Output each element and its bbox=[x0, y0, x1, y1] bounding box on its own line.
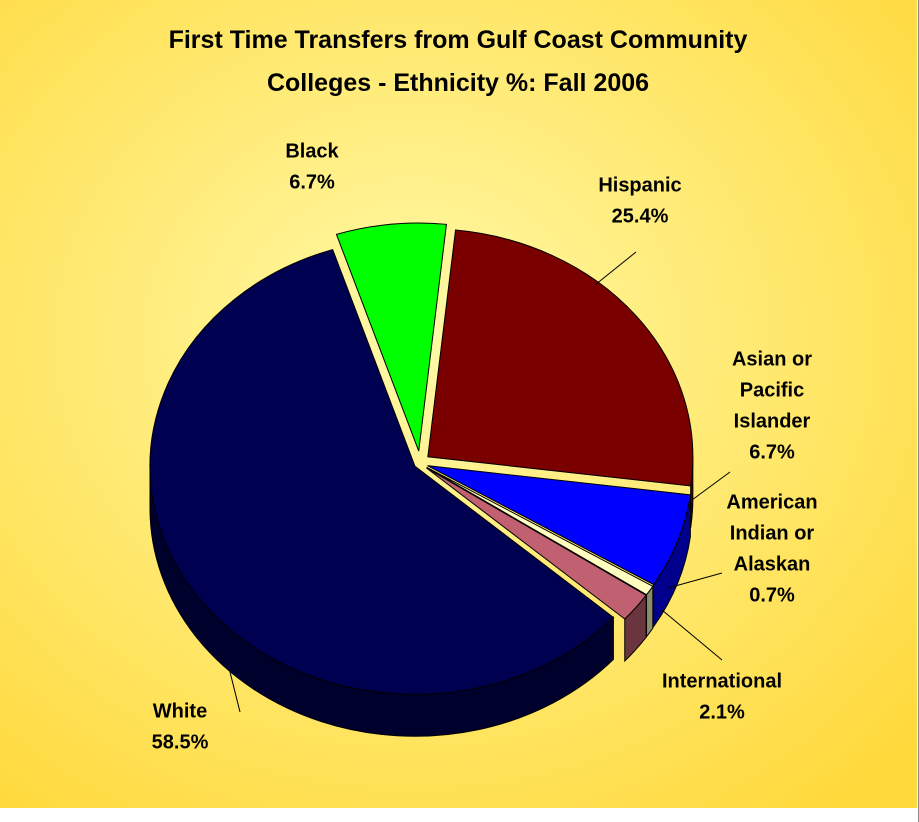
leader-line-0 bbox=[594, 251, 637, 286]
slice-label-line: 2.1% bbox=[699, 702, 745, 724]
leader-line-1 bbox=[691, 471, 731, 501]
slice-label-line: 25.4% bbox=[612, 206, 669, 228]
slice-label-3: International 2.1% bbox=[662, 671, 782, 724]
slice-5 bbox=[335, 222, 447, 452]
slice-label-line: Asian or bbox=[732, 349, 812, 371]
slice-label-line: Indian or bbox=[730, 523, 815, 545]
chart-title-line-1: First Time Transfers from Gulf Coast Com… bbox=[169, 26, 748, 54]
leader-line-2 bbox=[667, 572, 723, 589]
slice-label-line: Pacific bbox=[740, 380, 804, 402]
slice-label-line: Hispanic bbox=[598, 175, 681, 197]
leader-line-4 bbox=[229, 671, 241, 713]
slice-label-line: Black bbox=[285, 141, 339, 163]
slice-label-line: Alaskan bbox=[734, 554, 811, 576]
slice-4 bbox=[149, 248, 615, 695]
slice-label-line: Islander bbox=[734, 411, 811, 433]
slice-label-2: American Indian or Alaskan 0.7% bbox=[726, 492, 817, 607]
slice-0 bbox=[427, 229, 694, 487]
leader-lines bbox=[229, 251, 731, 713]
chart-title-line-2: Colleges - Ethnicity %: Fall 2006 bbox=[267, 69, 649, 97]
slice-label-line: International bbox=[662, 671, 782, 693]
slice-label-line: 0.7% bbox=[749, 585, 795, 607]
slice-label-0: Hispanic 25.4% bbox=[598, 175, 681, 228]
slice-label-line: 58.5% bbox=[152, 732, 209, 754]
leader-line-3 bbox=[661, 609, 723, 661]
slice-3 bbox=[426, 467, 647, 620]
slice-label-line: White bbox=[153, 701, 207, 723]
pie-depth-layer bbox=[149, 456, 694, 737]
slice-label-line: 6.7% bbox=[289, 172, 335, 194]
pie-top-layer bbox=[149, 222, 694, 695]
slice-1 bbox=[427, 465, 691, 586]
slice-labels: Hispanic 25.4% Asian or Pacific Islander 6.7%… bbox=[152, 141, 818, 754]
slice-2 bbox=[426, 466, 654, 596]
slice-label-4: White 58.5% bbox=[152, 701, 209, 754]
slice-label-1: Asian or Pacific Islander 6.7% bbox=[732, 349, 812, 464]
slice-label-line: American bbox=[726, 492, 817, 514]
slice-label-line: 6.7% bbox=[749, 442, 795, 464]
slice-label-5: Black 6.7% bbox=[285, 141, 339, 194]
